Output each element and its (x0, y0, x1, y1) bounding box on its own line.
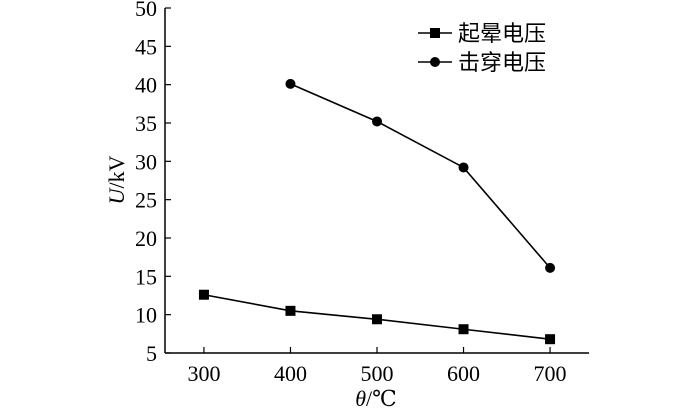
y-tick-label: 15 (135, 264, 157, 289)
data-point-square (545, 334, 556, 345)
x-tick-label: 300 (187, 361, 220, 386)
y-tick-label: 50 (135, 0, 157, 21)
legend-marker-circle (430, 57, 440, 67)
x-axis-symbol: θ (355, 386, 366, 411)
data-point-circle (285, 78, 296, 89)
y-tick-label: 45 (135, 34, 157, 59)
legend-label-series-1: 击穿电压 (458, 51, 546, 76)
x-axis-title: θ/℃ (355, 386, 397, 411)
axis-ticks: 5 10 15 20 25 30 35 40 45 50 300 400 500 600 700 (135, 0, 567, 386)
legend-item-series-0: 起晕电压 (418, 22, 546, 47)
series-line-1 (290, 83, 551, 269)
y-tick-label: 10 (135, 303, 157, 328)
y-tick-label: 25 (135, 188, 157, 213)
data-point-square (372, 314, 382, 325)
data-point-square (285, 305, 296, 316)
y-tick-label: 40 (135, 73, 157, 98)
series-1 (285, 78, 556, 273)
x-tick-label: 600 (447, 361, 480, 386)
legend: 起晕电压 击穿电压 (418, 22, 546, 76)
series-0 (198, 289, 556, 345)
x-axis-unit: /℃ (366, 386, 397, 411)
y-axis-unit: /kV (104, 155, 129, 188)
y-axis-symbol: U (104, 186, 129, 204)
y-tick-label: 5 (146, 341, 157, 366)
y-tick-label: 35 (135, 111, 157, 136)
x-tick-label: 500 (361, 361, 394, 386)
y-tick-label: 20 (135, 226, 157, 251)
y-tick-label: 30 (135, 149, 157, 174)
y-axis-title: U/kV (104, 155, 129, 204)
series-layer (198, 78, 556, 345)
data-point-circle (372, 116, 382, 127)
x-tick-label: 700 (534, 361, 567, 386)
legend-marker-square (430, 28, 440, 38)
data-point-square (198, 289, 209, 300)
legend-item-series-1: 击穿电压 (418, 51, 546, 76)
data-point-square (458, 324, 469, 335)
data-point-circle (545, 262, 556, 273)
x-tick-label: 400 (274, 361, 307, 386)
data-point-circle (458, 162, 469, 173)
legend-label-series-0: 起晕电压 (458, 22, 546, 47)
